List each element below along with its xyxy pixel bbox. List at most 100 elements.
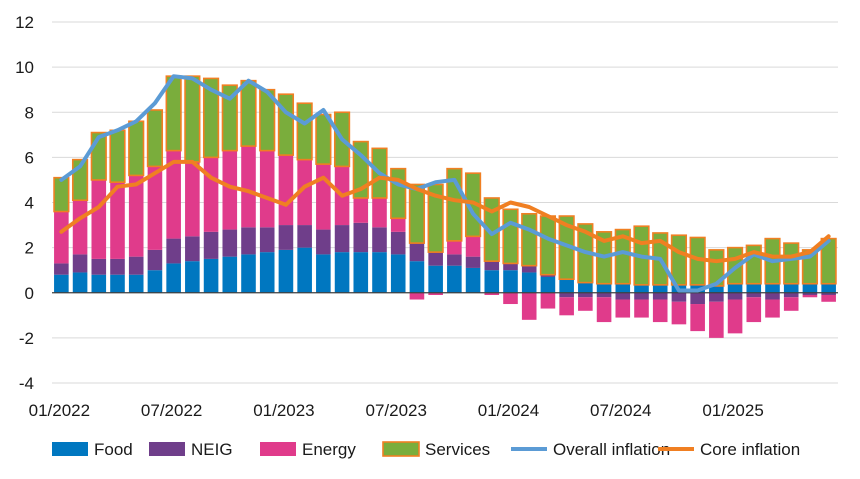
bar-neig xyxy=(72,254,88,273)
bar-services xyxy=(502,208,519,265)
bar-services xyxy=(240,79,257,147)
bar-services xyxy=(783,242,800,285)
bar-neig xyxy=(578,292,593,298)
bar-food xyxy=(465,267,481,293)
bar-energy xyxy=(166,150,181,239)
bar-food xyxy=(709,285,724,293)
gridlines xyxy=(52,21,838,384)
bar-services xyxy=(109,129,126,183)
bar-food xyxy=(334,252,350,293)
bar-neig xyxy=(783,292,799,298)
y-tick-label: 6 xyxy=(25,148,34,167)
bar-neig xyxy=(559,292,574,298)
bar-energy xyxy=(91,179,107,259)
bar-food xyxy=(110,274,125,293)
bar-energy xyxy=(447,240,462,255)
bar-series xyxy=(53,75,837,338)
legend-label-neig: NEIG xyxy=(191,440,233,459)
legend-label-energy: Energy xyxy=(302,440,356,459)
bar-energy xyxy=(765,299,780,318)
bar-neig xyxy=(353,222,369,253)
y-tick-label: -2 xyxy=(19,329,34,348)
bar-neig xyxy=(222,229,238,257)
bar-energy xyxy=(521,292,537,320)
bar-food xyxy=(54,274,69,293)
bar-energy xyxy=(484,292,500,296)
line-core-inflation xyxy=(59,159,831,264)
bar-food xyxy=(297,247,312,293)
bar-services xyxy=(315,113,332,165)
bar-energy xyxy=(128,175,144,257)
bar-neig xyxy=(503,263,518,271)
bar-food xyxy=(372,252,387,293)
bar-neig xyxy=(690,292,705,305)
bar-food xyxy=(203,258,219,293)
bar-energy xyxy=(671,301,687,325)
bar-services xyxy=(53,176,70,213)
legend-swatch-neig xyxy=(149,442,185,456)
bar-food xyxy=(241,254,256,293)
bar-food xyxy=(615,283,631,293)
y-tick-label: 0 xyxy=(25,284,34,303)
x-tick-label: 01/2025 xyxy=(702,401,763,420)
y-axis-tick-labels: -4 -2 0 2 4 6 8 10 12 xyxy=(15,13,34,393)
bar-neig xyxy=(91,258,107,275)
bar-neig xyxy=(428,252,443,266)
y-tick-label: 8 xyxy=(25,103,34,122)
bar-neig xyxy=(166,238,181,264)
bar-neig xyxy=(709,292,724,302)
bar-food xyxy=(634,284,649,293)
bar-energy xyxy=(390,218,406,232)
bar-energy xyxy=(578,297,593,311)
bar-neig xyxy=(110,258,125,275)
y-tick-label: -4 xyxy=(19,374,34,393)
bar-energy xyxy=(428,292,443,296)
bar-neig xyxy=(484,261,500,271)
bar-neig xyxy=(634,292,649,300)
bar-energy xyxy=(222,150,238,230)
bar-food xyxy=(783,283,799,293)
bar-food xyxy=(259,252,275,293)
bar-food xyxy=(746,283,762,293)
bar-neig xyxy=(54,263,69,275)
bar-food xyxy=(652,284,668,293)
bar-services xyxy=(128,120,145,177)
bar-energy xyxy=(634,299,649,318)
bar-energy xyxy=(821,295,836,302)
bar-energy xyxy=(652,299,668,323)
bar-services xyxy=(296,102,313,161)
bar-neig xyxy=(447,254,462,266)
legend-swatch-services xyxy=(382,441,420,457)
bar-neig xyxy=(409,243,425,262)
bar-food xyxy=(409,261,425,293)
legend-swatch-energy xyxy=(260,442,296,456)
bar-services xyxy=(277,93,295,156)
bar-neig xyxy=(746,292,762,298)
bar-services xyxy=(670,234,688,286)
bar-services xyxy=(390,167,407,220)
bar-food xyxy=(578,282,593,293)
bar-food xyxy=(278,249,294,293)
bar-food xyxy=(596,283,612,293)
bar-food xyxy=(91,274,107,293)
bar-neig xyxy=(727,292,743,300)
y-tick-label: 12 xyxy=(15,13,34,32)
y-tick-label: 2 xyxy=(25,239,34,258)
legend-swatch-food xyxy=(52,442,88,456)
bar-food xyxy=(540,276,556,293)
legend-label-core-inflation: Core inflation xyxy=(700,440,800,459)
bar-neig xyxy=(297,225,312,248)
bar-energy xyxy=(709,301,724,338)
bar-food xyxy=(428,265,443,293)
bar-services xyxy=(521,212,538,267)
bar-food xyxy=(802,283,818,293)
bar-energy xyxy=(465,236,481,257)
legend-label-food: Food xyxy=(94,440,133,459)
bar-food xyxy=(390,254,406,293)
legend-label-overall-inflation: Overall inflation xyxy=(553,440,670,459)
bar-neig xyxy=(821,292,836,296)
x-tick-label: 01/2022 xyxy=(29,401,90,420)
x-tick-label: 07/2023 xyxy=(365,401,426,420)
bar-neig xyxy=(465,256,481,268)
